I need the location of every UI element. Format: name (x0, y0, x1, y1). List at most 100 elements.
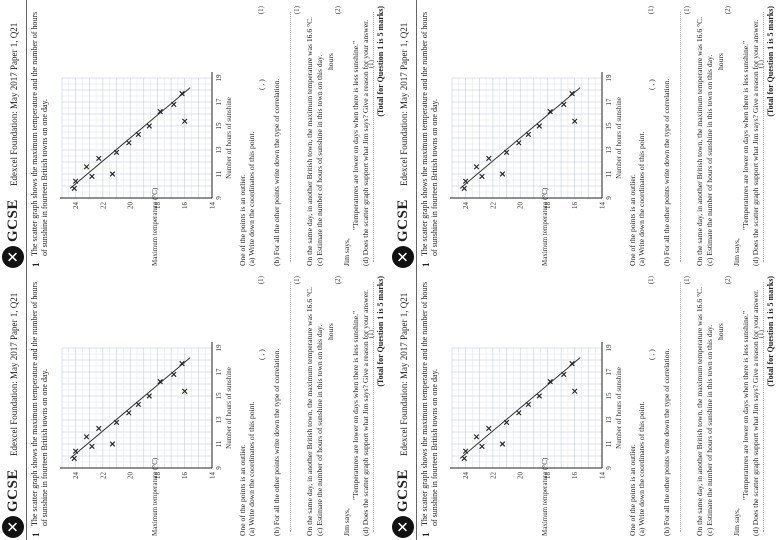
data-point (109, 441, 116, 447)
worksheet-header: ✕ GCSE Edexcel Foundation: May 2017 Pape… (0, 0, 26, 270)
data-point (525, 131, 532, 138)
part-a-marks: (1) (257, 6, 265, 15)
data-point (572, 388, 578, 394)
y-axis-title: Maximum temperature (°C) (151, 457, 159, 536)
close-x-logo-icon: ✕ (2, 246, 24, 268)
part-c-lead: On the same day, in another British town… (695, 16, 704, 266)
y-tick-label: 16 (571, 472, 579, 480)
gcse-brand: GCSE (395, 199, 411, 242)
part-a-answer: ( , ) (647, 349, 656, 360)
part-d-quote: "Temperatures are lower on days when the… (741, 310, 750, 500)
gcse-brand: GCSE (395, 469, 411, 512)
y-tick-label: 20 (127, 202, 135, 210)
x-tick-label: 9 (605, 466, 613, 470)
y-axis-title: Maximum temperature (°C) (541, 187, 549, 266)
part-d-quote: "Temperatures are lower on days when the… (741, 40, 750, 230)
part-a-answer: ( , ) (647, 79, 656, 90)
data-point (547, 108, 553, 115)
gcse-brand: GCSE (5, 199, 21, 242)
part-a-marks: (1) (647, 276, 655, 285)
part-d-question: (d) Does the scatter graph support what … (751, 289, 760, 536)
y-tick-label: 14 (599, 202, 607, 210)
exam-reference: Edexcel Foundation: May 2017 Paper 1, Q2… (9, 22, 19, 186)
y-axis-title: Maximum temperature (°C) (151, 187, 159, 266)
y-tick-label: 22 (489, 472, 497, 480)
close-x-logo-icon: ✕ (2, 516, 24, 538)
data-point (499, 441, 506, 447)
y-tick-label: 16 (571, 202, 579, 210)
part-c-question: (c) Estimate the number of hours of suns… (705, 54, 714, 266)
scatter-graph: 9 11 13 15 17 19 14 16 18 20 22 24 Number of hours o… (450, 342, 623, 536)
data-point (461, 455, 467, 462)
data-point (516, 140, 522, 146)
part-a-question: (a) Write down the coordinates of this p… (637, 401, 646, 536)
data-point (536, 123, 542, 129)
worksheet-header: ✕ GCSE Edexcel Foundation: May 2017 Pape… (0, 270, 26, 540)
y-tick-label: 24 (72, 472, 80, 480)
data-point (503, 149, 510, 156)
data-point (113, 149, 120, 156)
part-c-unit: hours (326, 53, 335, 70)
y-tick-label: 22 (99, 472, 107, 480)
x-axis-title: Number of hours of sunshine (615, 97, 623, 179)
data-point (146, 123, 152, 129)
answer-line (763, 282, 764, 532)
part-b-marks: (1) (683, 276, 691, 285)
x-tick-label: 15 (605, 392, 613, 400)
x-tick-label: 13 (605, 146, 613, 154)
part-c-unit: hours (716, 323, 725, 340)
y-tick-label: 16 (181, 472, 189, 480)
data-point (462, 448, 469, 454)
close-x-logo-icon: ✕ (392, 246, 414, 268)
header-rule (26, 270, 27, 540)
data-point (536, 393, 542, 399)
part-b-marks: (1) (293, 6, 301, 15)
answer-line (290, 282, 291, 532)
exam-reference: Edexcel Foundation: May 2017 Paper 1, Q2… (9, 292, 19, 456)
part-d-marks: (1) (367, 60, 375, 69)
part-a-marks: (1) (647, 6, 655, 15)
answer-line (680, 12, 681, 262)
header-rule (26, 0, 27, 270)
y-tick-label: 14 (209, 202, 217, 210)
part-d-marks: (1) (757, 60, 765, 69)
x-tick-label: 15 (605, 122, 613, 130)
worksheet-page: ✕ GCSE Edexcel Foundation: May 2017 Pape… (390, 270, 780, 540)
question-number: 1 (421, 532, 431, 538)
data-point (486, 155, 492, 162)
data-point (561, 101, 567, 108)
x-axis-title: Number of hours of sunshine (615, 367, 623, 449)
answer-line (373, 282, 374, 532)
y-tick-label: 24 (72, 202, 80, 210)
scatter-graph: 9 11 13 15 17 19 14 16 18 20 22 24 Number of hours o… (60, 342, 233, 536)
part-a-marks: (1) (257, 276, 265, 285)
worksheet-copy-1: ✕ GCSE Edexcel Foundation: May 2017 Pape… (0, 0, 390, 270)
y-tick-label: 18 (154, 472, 162, 480)
part-d-marks: (1) (367, 330, 375, 339)
x-tick-label: 17 (215, 98, 223, 106)
part-b-marks: (1) (683, 6, 691, 15)
part-d-question: (d) Does the scatter graph support what … (361, 289, 370, 536)
header-rule (416, 0, 417, 270)
part-b-question: (b) For all the other points write down … (662, 78, 671, 266)
data-point (171, 101, 177, 108)
part-d-question: (d) Does the scatter graph support what … (751, 19, 760, 266)
answer-line (290, 12, 291, 262)
gcse-brand: GCSE (5, 469, 21, 512)
line-of-best-fit (69, 357, 191, 459)
data-point (473, 434, 480, 440)
data-point (135, 401, 142, 408)
x-tick-label: 17 (215, 368, 223, 376)
data-point (126, 410, 132, 416)
line-of-best-fit (459, 357, 581, 459)
data-point (182, 388, 188, 394)
x-tick-label: 15 (215, 392, 223, 400)
worksheet-copy-3: ✕ GCSE Edexcel Foundation: May 2017 Pape… (0, 270, 390, 540)
part-d-question: (d) Does the scatter graph support what … (361, 19, 370, 266)
part-c-lead: On the same day, in another British town… (305, 16, 314, 266)
part-a-answer: ( , ) (257, 349, 266, 360)
part-c-unit: hours (716, 53, 725, 70)
answer-line (680, 282, 681, 532)
data-point (182, 118, 188, 124)
x-tick-label: 17 (605, 368, 613, 376)
